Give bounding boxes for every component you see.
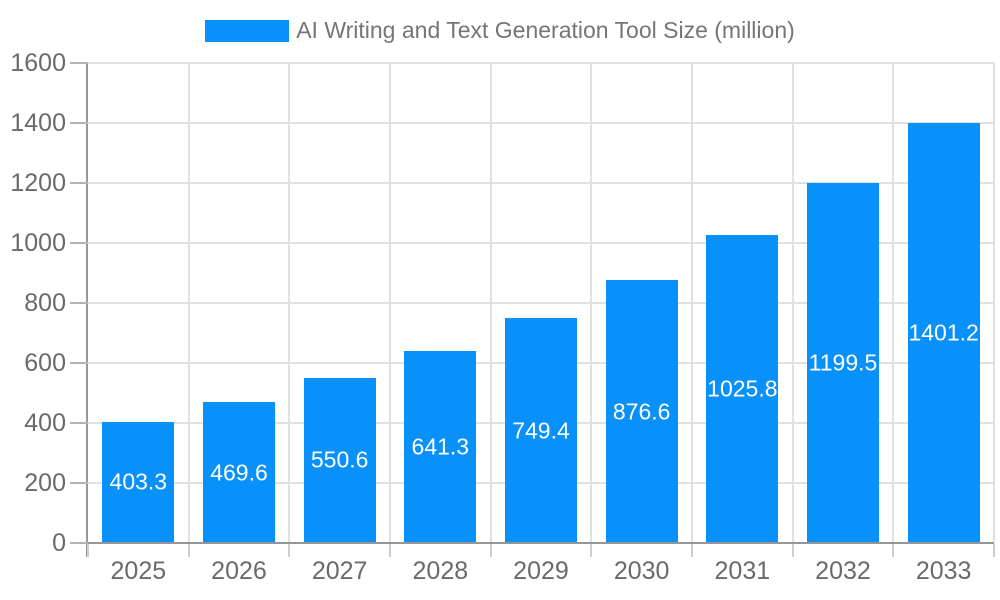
gridline-horizontal <box>88 182 994 184</box>
gridline-vertical <box>791 63 794 543</box>
y-axis-line <box>86 63 88 557</box>
bar-value-label: 1199.5 <box>808 349 878 376</box>
bar[interactable]: 469.6 <box>203 402 275 543</box>
y-tick-label: 400 <box>24 409 66 437</box>
y-axis-tick <box>70 302 88 304</box>
y-axis-tick <box>70 242 88 244</box>
bar-value-label: 641.3 <box>411 433 470 460</box>
bar-value-label: 403.3 <box>109 468 168 495</box>
legend[interactable]: AI Writing and Text Generation Tool Size… <box>0 17 1000 44</box>
gridline-horizontal <box>88 122 994 124</box>
y-axis-tick <box>70 542 88 544</box>
gridline-vertical <box>489 63 492 543</box>
x-axis-tick <box>87 544 89 557</box>
gridline-vertical <box>691 63 693 543</box>
x-axis-tick <box>892 544 895 557</box>
y-axis-tick <box>70 182 88 184</box>
x-tick-label: 2030 <box>613 557 670 585</box>
x-axis-tick <box>288 544 291 557</box>
y-tick-label: 1600 <box>10 49 66 77</box>
y-tick-label: 600 <box>24 349 66 377</box>
bar[interactable]: 1199.5 <box>807 183 879 543</box>
x-axis-tick <box>691 544 693 557</box>
gridline-vertical <box>187 63 190 543</box>
bar-value-label: 876.6 <box>612 398 671 424</box>
x-tick-label: 2032 <box>815 557 871 585</box>
bar[interactable]: 749.4 <box>505 318 577 543</box>
x-tick-label: 2026 <box>211 557 267 585</box>
x-axis-tick <box>791 544 794 557</box>
plot-area: 403.3 469.6 550.6 641.3 749.4 876.6 1025.8 1199… <box>88 62 995 543</box>
bar[interactable]: 1401.2 <box>907 122 980 543</box>
x-axis-tick <box>590 544 593 557</box>
legend-swatch-icon <box>205 19 290 42</box>
y-axis-tick <box>70 122 88 124</box>
bars-layer: 403.3 469.6 550.6 641.3 749.4 876.6 1025.8 1199… <box>88 63 994 543</box>
bar[interactable]: 876.6 <box>605 280 678 543</box>
gridline-vertical <box>892 63 895 543</box>
x-axis-tick <box>993 544 995 557</box>
gridline-horizontal <box>88 302 994 304</box>
y-axis-tick <box>70 62 88 64</box>
bar-value-label: 749.4 <box>512 417 570 444</box>
gridline-horizontal <box>88 62 994 64</box>
x-axis-line <box>80 542 994 544</box>
y-tick-label: 1200 <box>10 169 66 197</box>
bar-value-label: 550.6 <box>310 446 369 473</box>
y-axis-tick <box>70 482 88 484</box>
y-axis-tick <box>70 422 88 424</box>
y-tick-label: 200 <box>24 469 66 497</box>
x-tick-label: 2029 <box>513 557 569 585</box>
x-tick-label: 2025 <box>110 557 167 585</box>
bar[interactable]: 1025.8 <box>706 235 779 543</box>
y-tick-label: 1400 <box>10 109 66 137</box>
gridline-vertical <box>288 63 291 543</box>
gridline-vertical <box>389 63 391 543</box>
x-tick-label: 2027 <box>311 557 368 585</box>
bar-value-label: 1025.8 <box>707 375 778 402</box>
y-axis-tick <box>70 362 88 364</box>
x-tick-label: 2028 <box>412 557 469 585</box>
x-tick-label: 2031 <box>714 557 771 585</box>
legend-label: AI Writing and Text Generation Tool Size… <box>296 17 795 43</box>
x-tick-label: 2033 <box>915 557 972 585</box>
x-axis-tick <box>187 544 190 557</box>
bar[interactable]: 403.3 <box>102 422 175 543</box>
bar-value-label: 469.6 <box>210 459 268 486</box>
y-tick-label: 800 <box>24 289 66 317</box>
y-tick-label: 0 <box>52 529 66 557</box>
bar[interactable]: 550.6 <box>303 377 376 543</box>
gridline-vertical <box>993 63 995 543</box>
bar-value-label: 1401.2 <box>908 319 979 346</box>
gridline-vertical <box>590 63 593 543</box>
gridline-horizontal <box>88 242 994 244</box>
bar[interactable]: 641.3 <box>404 350 477 543</box>
x-axis-tick <box>389 544 391 557</box>
x-axis-tick <box>489 544 492 557</box>
y-tick-label: 1000 <box>10 229 66 257</box>
